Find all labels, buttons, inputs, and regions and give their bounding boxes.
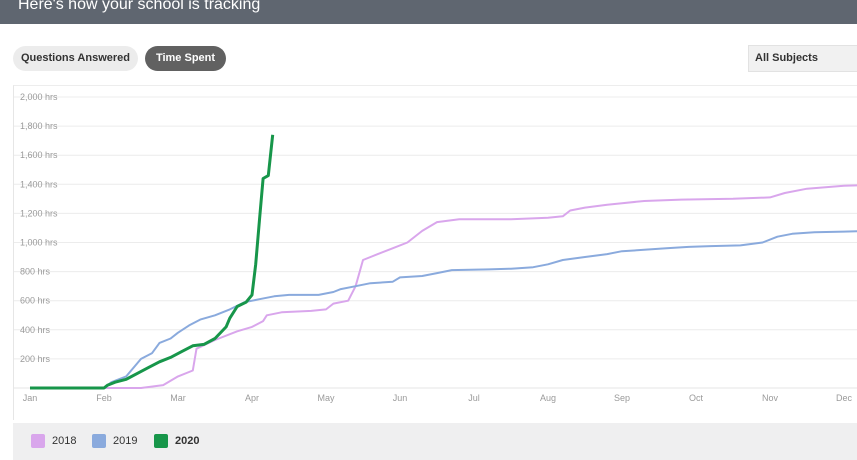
y-tick-label: 400 hrs bbox=[20, 325, 51, 335]
legend-label-2018: 2018 bbox=[52, 435, 77, 447]
legend-label-2020: 2020 bbox=[175, 435, 200, 447]
questions-answered-toggle[interactable]: Questions Answered bbox=[13, 46, 138, 71]
x-tick-label: Jun bbox=[393, 393, 408, 403]
x-tick-label: Oct bbox=[689, 393, 704, 403]
time-spent-chart: 200 hrs 400 hrs 600 hrs 800 hrs 1,000 hrs 1,2… bbox=[14, 92, 857, 403]
y-axis-labels: 200 hrs 400 hrs 600 hrs 800 hrs 1,000 hrs 1,2… bbox=[20, 92, 58, 364]
legend-swatch-2019 bbox=[92, 434, 106, 448]
x-tick-label: Jul bbox=[468, 393, 480, 403]
chart-area: 200 hrs 400 hrs 600 hrs 800 hrs 1,000 hrs 1,2… bbox=[13, 85, 857, 420]
series-line-2019 bbox=[30, 230, 857, 389]
x-axis-labels: Jan Feb Mar Apr May Jun Jul Aug Sep Oct Nov Dec bbox=[23, 393, 853, 403]
x-tick-label: Feb bbox=[96, 393, 112, 403]
x-tick-label: Jan bbox=[23, 393, 38, 403]
series-lines bbox=[30, 134, 857, 390]
y-tick-label: 800 hrs bbox=[20, 267, 51, 277]
y-tick-label: 1,000 hrs bbox=[20, 238, 58, 248]
x-tick-label: May bbox=[317, 393, 335, 403]
grid-lines bbox=[14, 96, 857, 389]
x-tick-label: Sep bbox=[614, 393, 630, 403]
x-tick-label: Aug bbox=[540, 393, 556, 403]
y-tick-label: 1,600 hrs bbox=[20, 150, 58, 160]
legend-swatch-2018 bbox=[31, 434, 45, 448]
subject-select[interactable]: All Subjects bbox=[748, 45, 857, 72]
page-title: Here's how your school is tracking bbox=[18, 0, 261, 13]
y-tick-label: 1,400 hrs bbox=[20, 179, 58, 189]
time-spent-toggle[interactable]: Time Spent bbox=[145, 46, 226, 71]
series-line-2018 bbox=[30, 184, 857, 389]
x-tick-label: Nov bbox=[762, 393, 779, 403]
legend-swatch-2020 bbox=[154, 434, 168, 448]
y-tick-label: 200 hrs bbox=[20, 354, 51, 364]
y-tick-label: 1,800 hrs bbox=[20, 121, 58, 131]
x-tick-label: Mar bbox=[170, 393, 186, 403]
series-line-2020 bbox=[30, 134, 275, 390]
y-tick-label: 1,200 hrs bbox=[20, 208, 58, 218]
x-tick-label: Dec bbox=[836, 393, 853, 403]
page-header: Here's how your school is tracking bbox=[0, 0, 857, 24]
chart-legend: 2018 2019 2020 bbox=[13, 423, 857, 460]
x-tick-label: Apr bbox=[245, 393, 259, 403]
y-tick-label: 2,000 hrs bbox=[20, 92, 58, 102]
y-tick-label: 600 hrs bbox=[20, 296, 51, 306]
legend-label-2019: 2019 bbox=[113, 435, 138, 447]
